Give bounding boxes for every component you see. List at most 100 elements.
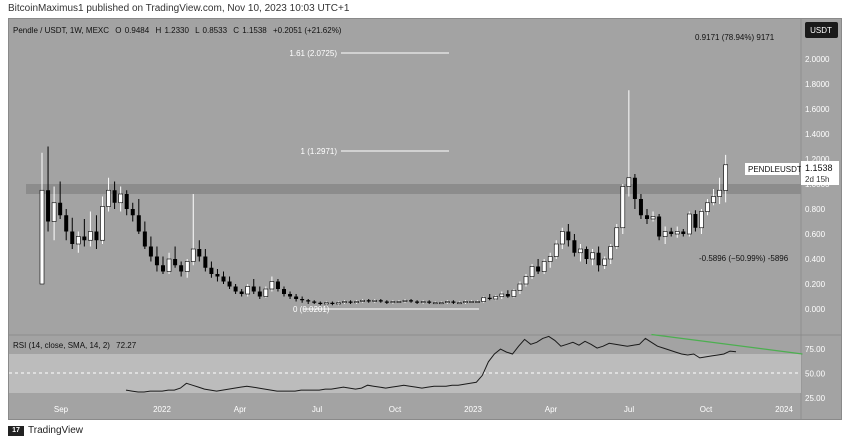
candle-body xyxy=(451,301,456,303)
fib-1-label: 1 (1.2971) xyxy=(301,147,338,156)
candle-body xyxy=(161,265,165,272)
candle-body xyxy=(553,243,559,257)
candle-body xyxy=(463,301,468,304)
candle-body xyxy=(626,177,632,187)
candle-body xyxy=(536,266,541,272)
candle-body xyxy=(294,296,299,299)
candle-body xyxy=(154,256,159,266)
time-tick-label: Sep xyxy=(54,405,69,414)
candle-body xyxy=(602,258,607,266)
change-value: +0.2051 (+21.62%) xyxy=(273,26,342,35)
candle-body xyxy=(179,265,184,272)
candle-body xyxy=(233,286,238,292)
candle-body xyxy=(705,202,710,212)
rsi-label: RSI (14, close, SMA, 14, 2) 72.27 xyxy=(13,341,137,350)
candle-body xyxy=(559,231,565,245)
candle-body xyxy=(251,286,256,292)
candle-body xyxy=(590,252,595,260)
rsi-tick-label: 50.00 xyxy=(805,370,826,379)
candle-body xyxy=(402,299,408,302)
candle-body xyxy=(39,189,45,285)
rsi-tick-label: 75.00 xyxy=(805,345,826,354)
time-tick-label: Jul xyxy=(312,405,322,414)
candle-body xyxy=(306,300,311,302)
rsi-tick-label: 25.00 xyxy=(805,394,826,403)
candle-body xyxy=(64,215,69,232)
candle-body xyxy=(372,299,378,302)
candle-body xyxy=(190,248,196,262)
candle-body xyxy=(197,249,202,257)
candle-body xyxy=(674,231,680,235)
candle-body xyxy=(596,252,601,266)
candle-body xyxy=(378,300,383,302)
candle-body xyxy=(669,231,674,234)
candle-body xyxy=(620,186,626,229)
candle-body xyxy=(354,301,359,304)
rsi-divergence-line xyxy=(651,333,803,355)
candle-body xyxy=(360,299,365,302)
candle-body xyxy=(499,293,505,297)
candle-body xyxy=(445,301,450,304)
candle-body xyxy=(657,216,662,237)
price-tick-label: 1.2000 xyxy=(805,155,830,164)
candle-body xyxy=(396,301,402,303)
fib-161-label: 1.61 (2.0725) xyxy=(289,49,337,58)
time-tick-label: 2023 xyxy=(464,405,482,414)
price-tag-box xyxy=(801,161,839,185)
candle-body xyxy=(547,256,553,262)
candle-body xyxy=(366,300,371,302)
candle-body xyxy=(257,291,262,297)
open-value: 0.9484 xyxy=(125,26,150,35)
candle-body xyxy=(384,301,389,303)
candle-body xyxy=(723,164,728,191)
candle-body xyxy=(282,289,286,294)
price-tick-label: 0.000 xyxy=(805,305,826,314)
candle-body xyxy=(608,246,614,260)
candle-body xyxy=(209,267,214,274)
candle-body xyxy=(166,258,172,272)
candle-body xyxy=(239,291,244,294)
chart-panel[interactable]: 1.61 (2.0725) 1 (1.2971) 0 (0.0201) 0.91… xyxy=(8,18,842,420)
candle-body xyxy=(632,177,637,199)
candle-body xyxy=(438,302,444,305)
chart-svg[interactable]: 1.61 (2.0725) 1 (1.2971) 0 (0.0201) 0.91… xyxy=(9,19,841,419)
candle-body xyxy=(136,215,141,232)
candle-body xyxy=(511,289,517,297)
candle-body xyxy=(221,276,226,282)
candle-body xyxy=(505,294,510,297)
low-label: L xyxy=(195,26,200,35)
candle-body xyxy=(481,297,486,302)
time-tick-label: Oct xyxy=(389,405,402,414)
candle-body xyxy=(184,261,190,272)
rsi-line xyxy=(125,335,737,393)
time-tick-label: Oct xyxy=(700,405,713,414)
candle-body xyxy=(711,196,716,204)
candle-body xyxy=(432,302,438,305)
candle-body xyxy=(46,190,51,222)
measure-down-label: -0.5896 (−50.99%) -5896 xyxy=(699,254,789,263)
open-label: O xyxy=(115,26,121,35)
candle-body xyxy=(70,231,75,244)
rsi-name: RSI (14, close, SMA, 14, 2) xyxy=(13,341,110,350)
candle-body xyxy=(58,202,63,216)
fib-0-label: 0 (0.0201) xyxy=(293,305,330,314)
price-tick-label: 2.0000 xyxy=(805,55,830,64)
candle-body xyxy=(288,294,293,297)
currency-button[interactable] xyxy=(805,22,838,38)
candle-body xyxy=(475,301,480,303)
candle-body xyxy=(681,231,686,234)
candle-body xyxy=(717,189,722,197)
price-tag-value: 1.1538 xyxy=(805,163,833,173)
candle-body xyxy=(638,199,643,216)
high-label: H xyxy=(155,26,161,35)
price-tick-label: 1.4000 xyxy=(805,130,830,139)
candle-body xyxy=(263,288,269,297)
candle-body xyxy=(330,302,335,304)
candle-body xyxy=(584,249,589,259)
candle-body xyxy=(245,286,250,295)
candle-body xyxy=(124,194,129,209)
symbol-line: Pendle / USDT, 1W, MEXC O 0.9484 H 1.233… xyxy=(13,26,342,35)
price-tick-label: 0.600 xyxy=(805,230,826,239)
close-value: 1.1538 xyxy=(242,26,267,35)
footer-brand: TradingView xyxy=(28,425,84,436)
